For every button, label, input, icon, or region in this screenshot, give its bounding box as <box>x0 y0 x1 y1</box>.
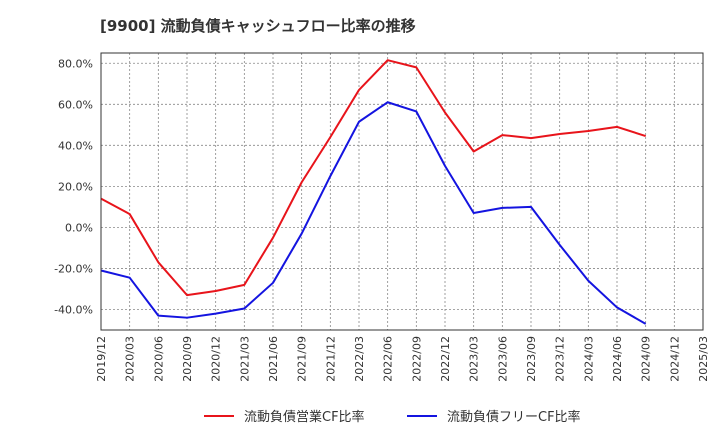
x-tick-label: 2021/09 <box>296 336 309 382</box>
chart-title: [9900] 流動負債キャッシュフロー比率の推移 <box>100 17 416 35</box>
series-line-1 <box>100 59 646 297</box>
series-layer <box>100 59 647 325</box>
x-tick-label: 2023/09 <box>525 336 538 382</box>
x-tick-label: 2021/12 <box>324 336 337 382</box>
x-tick-label: 2022/09 <box>410 336 423 382</box>
x-tick-label: 2024/06 <box>611 336 624 382</box>
x-tick-label: 2022/06 <box>382 336 395 382</box>
x-tick-label: 2021/03 <box>238 336 251 382</box>
y-tick-label: 0.0% <box>65 221 93 234</box>
x-tick-label: 2020/12 <box>210 336 223 382</box>
y-tick-label: -40.0% <box>54 303 93 316</box>
legend: 流動負債営業CF比率 流動負債フリーCF比率 <box>204 409 581 425</box>
legend-label-1: 流動負債営業CF比率 <box>244 409 365 425</box>
x-tick-label: 2020/03 <box>124 336 137 382</box>
x-tick-label: 2024/09 <box>640 336 653 382</box>
x-tick-label: 2024/12 <box>668 336 681 382</box>
y-tick-label: 20.0% <box>58 180 93 193</box>
y-tick-label: 40.0% <box>58 139 93 152</box>
x-tick-label: 2024/03 <box>582 336 595 382</box>
x-tick-label: 2023/03 <box>468 336 481 382</box>
x-tick-label: 2022/12 <box>439 336 452 382</box>
x-tick-label: 2022/03 <box>353 336 366 382</box>
x-tick-label: 2020/06 <box>152 336 165 382</box>
y-tick-label: 60.0% <box>58 98 93 111</box>
x-tick-label: 2020/09 <box>181 336 194 382</box>
legend-label-2: 流動負債フリーCF比率 <box>447 409 581 425</box>
grid <box>101 53 703 330</box>
x-tick-label: 2019/12 <box>95 336 108 382</box>
x-tick-label: 2021/06 <box>267 336 280 382</box>
x-tick-label: 2023/12 <box>554 336 567 382</box>
x-tick-label: 2023/06 <box>496 336 509 382</box>
y-tick-label: -20.0% <box>54 262 93 275</box>
y-tick-label: 80.0% <box>58 57 93 70</box>
x-axis-ticks: 2019/12 2020/03 2020/06 2020/09 2020/12 2021/… <box>95 336 710 382</box>
y-axis-ticks: 80.0% 60.0% 40.0% 20.0% 0.0% -20.0% -40.0% <box>54 57 93 316</box>
x-tick-label: 2025/03 <box>697 336 710 382</box>
plot-frame <box>100 52 704 331</box>
series-line-2 <box>100 101 647 325</box>
